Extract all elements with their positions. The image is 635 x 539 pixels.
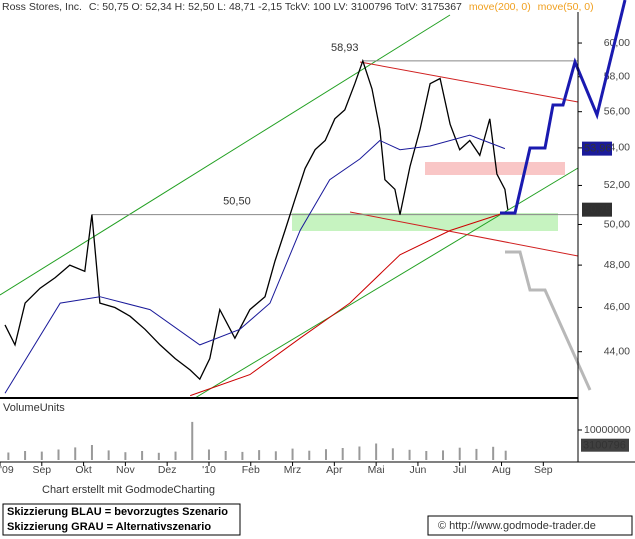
y-tick-label: 10000000 [584,424,631,436]
volume-bar [40,451,43,460]
price-line [4,58,509,381]
resistance-zone [425,162,565,175]
x-tick-label: Mai [368,464,385,476]
quote: C: 50,75 O: 52,34 H: 52,50 L: 48,71 -2,1… [89,1,462,13]
x-tick-label: Jul [453,464,466,476]
volume-bar [391,448,394,460]
x-tick-label: Okt [75,464,91,476]
value-label: 3100796 [583,440,626,452]
volume-bar [492,446,495,460]
trend-line [194,167,579,399]
credit: Chart erstellt mit GodmodeCharting [42,484,215,496]
x-tick-label: Feb [242,464,260,476]
legend-box [2,503,241,536]
x-tick-label: Jun [409,464,426,476]
y-tick-label: 58,00 [604,71,630,83]
volume-bar [358,446,361,460]
volume-bar [308,450,311,460]
trend-line [0,14,451,296]
value-box [582,202,612,217]
x-tick-label: '09 [0,464,14,476]
volume-bar [324,449,327,460]
volume-bar [291,448,294,460]
legend-entry: move(50, 0) [538,1,594,13]
y-tick-label: 50,00 [604,218,630,230]
volume-bar [74,447,77,460]
y-tick-label: 44,00 [604,345,630,357]
legend-text: Skizzierung BLAU = bevorzugtes Szenario [7,506,228,518]
volume-bar [458,447,461,460]
volume-bar [258,450,261,460]
volume-bar [341,448,344,460]
x-tick-label: Dez [158,464,177,476]
volume-bar [504,450,507,460]
x-tick-label: Mrz [284,464,302,476]
volume-bar [191,421,194,460]
trend-line [349,211,579,257]
scenario-gray [505,250,592,391]
volume-bar [224,451,227,460]
y-tick-label: 52,00 [604,179,630,191]
y-tick-label: 46,00 [604,301,630,313]
volume-bar [24,451,27,460]
url-box [427,515,633,536]
volume-bar [241,451,244,460]
x-tick-label: Sep [534,464,553,476]
y-tick-label: 60,00 [604,37,630,49]
y-tick-label: 48,00 [604,259,630,271]
volume-bar [7,452,10,460]
volume-bar [124,452,127,460]
moving-average [4,134,506,394]
x-tick-label: '10 [202,464,216,476]
annotation: 50,50 [223,195,251,207]
volume-bar [425,451,428,460]
volume-bar [57,449,60,460]
chart-title: Ross Stores, Inc. [2,1,82,13]
volume-bar [442,450,445,460]
volume-bar [141,451,144,460]
volume-bar [157,452,160,460]
volume-bar [274,451,277,460]
volume-bar [408,449,411,460]
support-zone [292,213,558,231]
scenario-blue [500,0,627,215]
volume-bar [90,445,93,460]
annotation: 58,93 [331,42,359,54]
x-tick-label: Aug [492,464,511,476]
volume-bar [174,451,177,460]
value-label: 53,96 [584,143,612,155]
x-tick-label: Sep [32,464,51,476]
volume-bar [207,449,210,460]
header: Ross Stores, Inc. C: 50,75 O: 52,34 H: 5… [2,1,594,13]
legend-entry: move(200, 0) [469,1,531,13]
value-box [582,141,612,156]
trend-line [359,61,579,103]
value-box [581,438,629,452]
x-tick-label: Apr [326,464,343,476]
y-tick-label: 56,00 [604,105,630,117]
legend-text: Skizzierung GRAU = Alternativszenario [7,521,211,533]
url: © http://www.godmode-trader.de [438,520,596,532]
volume-bar [107,450,110,460]
moving-average [190,212,506,397]
volume-bar [375,443,378,460]
value-label: 50,75 [584,204,612,216]
volume-bar [475,448,478,460]
x-tick-label: Nov [116,464,135,476]
panel-title: VolumeUnits [3,402,65,414]
